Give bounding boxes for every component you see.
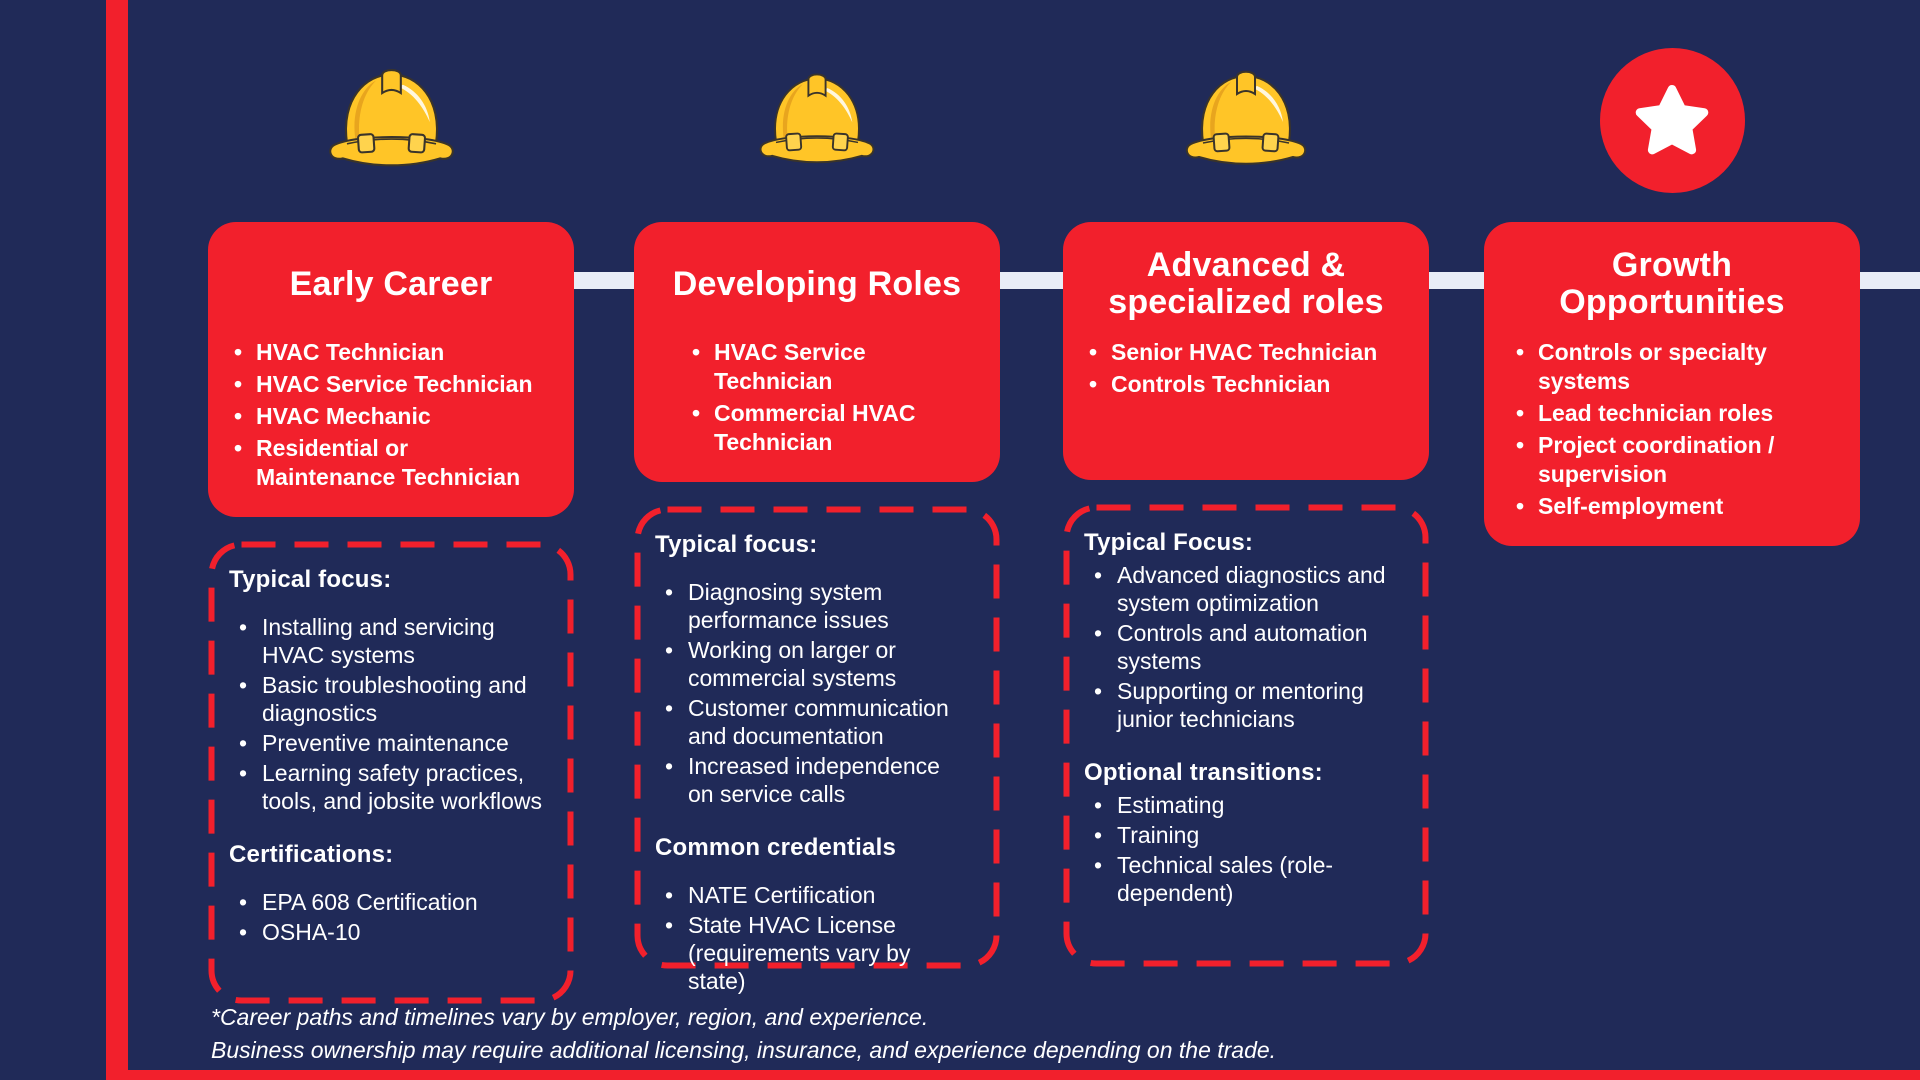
list-item: Estimating (1084, 791, 1415, 819)
dashed-border (1063, 504, 1429, 967)
hard-hat-icon (634, 45, 1000, 195)
list-item: Senior HVAC Technician (1081, 338, 1411, 367)
hard-hat-icon (208, 45, 574, 195)
list-item: Learning safety practices, tools, and jo… (229, 759, 560, 815)
list-item: Training (1084, 821, 1415, 849)
stage-title: Advanced & specialized roles (1108, 246, 1384, 321)
star-icon (1484, 45, 1860, 195)
list-item: HVAC Service Technician (684, 338, 982, 396)
detail-section: Optional transitions: EstimatingTraining… (1084, 759, 1415, 907)
list-item: Commercial HVAC Technician (684, 399, 982, 457)
list-item: Diagnosing system performance issues (655, 578, 986, 634)
section-item-list: Advanced diagnostics and system optimiza… (1084, 561, 1415, 733)
footnote-line-2: Business ownership may require additiona… (211, 1036, 1277, 1063)
list-item: HVAC Service Technician (226, 370, 556, 399)
section-item-list: EstimatingTrainingTechnical sales (role-… (1084, 791, 1415, 907)
dashed-border (634, 506, 1000, 969)
list-item: Working on larger or commercial systems (655, 636, 986, 692)
detail-section: Typical Focus: Advanced diagnostics and … (1084, 529, 1415, 733)
section-item-list: EPA 608 CertificationOSHA-10 (229, 888, 560, 946)
column-advanced-roles: Advanced & specialized roles Senior HVAC… (1063, 0, 1429, 967)
stage-card: Advanced & specialized roles Senior HVAC… (1063, 222, 1429, 480)
column-growth-opportunities: Growth Opportunities Controls or special… (1484, 0, 1860, 546)
list-item: NATE Certification (655, 881, 986, 909)
list-item: Self-employment (1508, 492, 1842, 521)
list-item: Basic troubleshooting and diagnostics (229, 671, 560, 727)
stage-title: Growth Opportunities (1559, 246, 1785, 321)
section-heading: Certifications: (229, 841, 394, 869)
left-accent-stripe (106, 0, 128, 1080)
dashed-border (208, 541, 574, 1004)
detail-section: Typical focus: Installing and servicing … (229, 566, 560, 815)
stage-role-list: HVAC Service TechnicianCommercial HVAC T… (652, 338, 982, 457)
list-item: Controls Technician (1081, 370, 1411, 399)
stage-detail-card: Typical Focus: Advanced diagnostics and … (1063, 504, 1429, 967)
list-item: Advanced diagnostics and system optimiza… (1084, 561, 1415, 617)
stage-card: Developing Roles HVAC Service Technician… (634, 222, 1000, 482)
stage-role-list: Senior HVAC Technician Controls Technicia… (1081, 338, 1411, 399)
list-item: Increased independence on service calls (655, 752, 986, 808)
list-item: EPA 608 Certification (229, 888, 560, 916)
stage-title: Early Career (289, 264, 493, 303)
section-heading: Optional transitions: (1084, 759, 1323, 787)
list-item: HVAC Technician (226, 338, 556, 367)
list-item: State HVAC License (requirements vary by… (655, 911, 986, 995)
list-item: HVAC Mechanic (226, 402, 556, 431)
column-developing-roles: Developing Roles HVAC Service Technician… (634, 0, 1000, 994)
section-heading: Typical focus: (229, 565, 392, 593)
list-item: Customer communication and documentation (655, 694, 986, 750)
list-item: Controls and automation systems (1084, 619, 1415, 675)
section-heading: Common credentials (655, 834, 896, 862)
stage-detail-card: Typical focus: Diagnosing system perform… (634, 506, 1000, 994)
list-item: Installing and servicing HVAC systems (229, 613, 560, 669)
list-item: Controls or specialty systems (1508, 338, 1842, 396)
list-item: OSHA-10 (229, 918, 560, 946)
detail-section: Typical focus: Diagnosing system perform… (655, 531, 986, 808)
list-item: Technical sales (role- dependent) (1084, 851, 1415, 907)
bottom-accent-bar (106, 1070, 1920, 1080)
section-item-list: Installing and servicing HVAC systemsBas… (229, 613, 560, 815)
stage-detail-card: Typical focus: Installing and servicing … (208, 541, 574, 1004)
footnote-line-1: *Career paths and timelines vary by empl… (211, 1004, 929, 1030)
hard-hat-icon (1063, 45, 1429, 195)
section-item-list: NATE CertificationState HVAC License (re… (655, 881, 986, 995)
list-item: Preventive maintenance (229, 729, 560, 757)
list-item: Residential or Maintenance Technician (226, 434, 556, 492)
detail-section: Certifications: EPA 608 CertificationOSH… (229, 841, 560, 946)
stage-title: Developing Roles (672, 264, 962, 303)
star-badge (1599, 47, 1745, 193)
section-item-list: Diagnosing system performance issuesWork… (655, 578, 986, 808)
stage-role-list: HVAC Technician HVAC Service Technician HV… (226, 338, 556, 492)
stage-role-list: Controls or specialty systems Lead techni… (1502, 338, 1842, 521)
detail-section: Common credentials NATE CertificationSta… (655, 834, 986, 995)
list-item: Lead technician roles (1508, 399, 1842, 428)
section-heading: Typical focus: (655, 530, 818, 558)
footnote: *Career paths and timelines vary by empl… (211, 1001, 1276, 1066)
section-heading: Typical Focus: (1084, 529, 1254, 556)
stage-card: Early Career HVAC Technician HVAC Service… (208, 222, 574, 517)
list-item: Project coordination / supervision (1508, 431, 1842, 489)
list-item: Supporting or mentoring junior technicia… (1084, 677, 1415, 733)
column-early-career: Early Career HVAC Technician HVAC Service… (208, 0, 574, 1004)
stage-card: Growth Opportunities Controls or special… (1484, 222, 1860, 546)
